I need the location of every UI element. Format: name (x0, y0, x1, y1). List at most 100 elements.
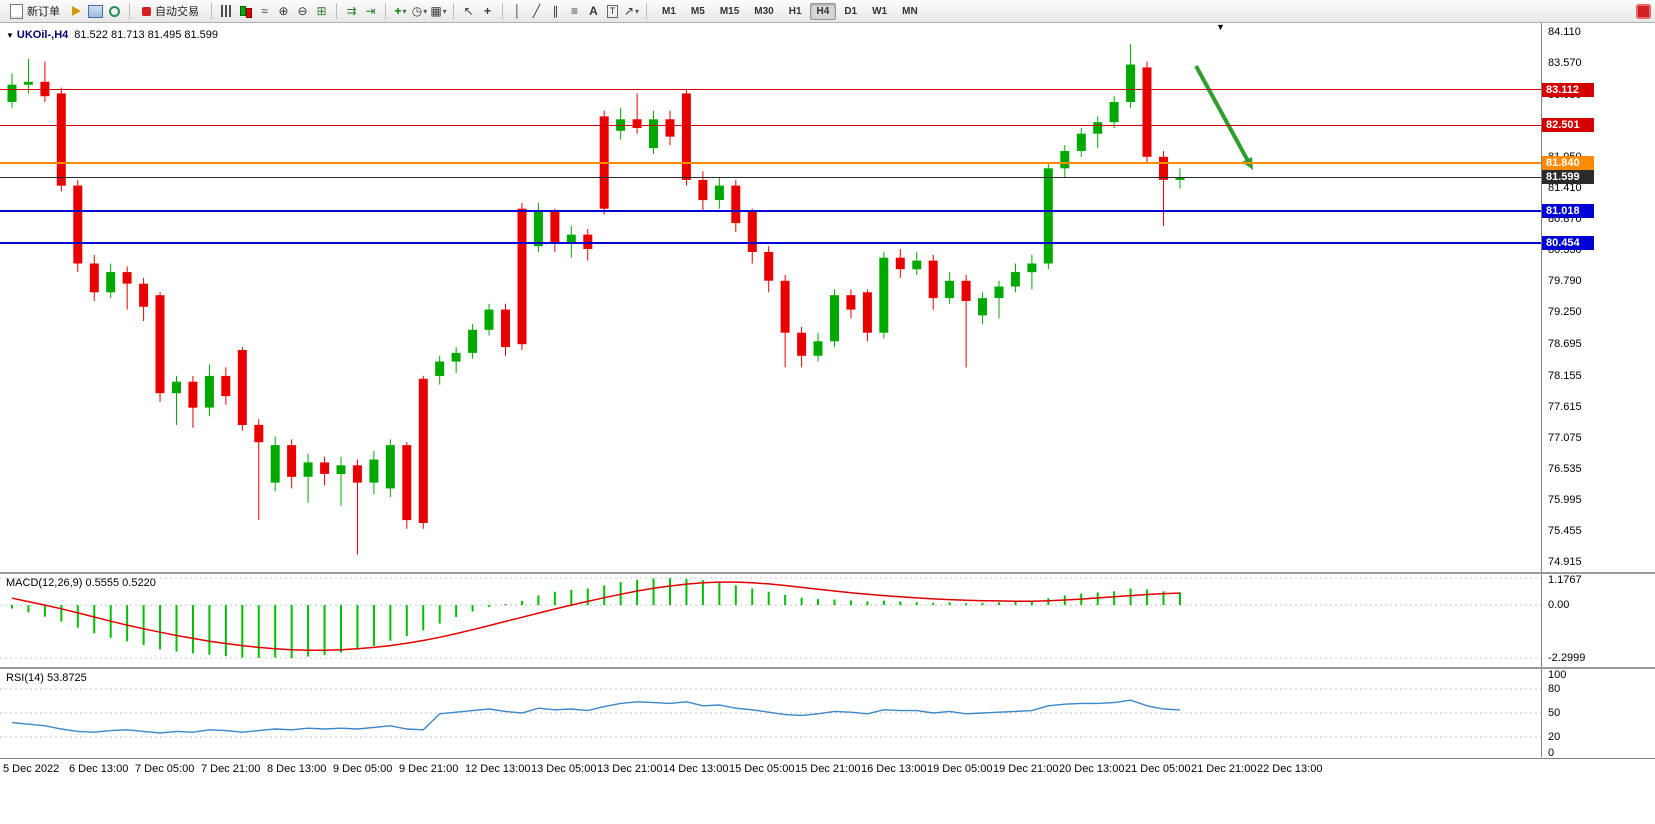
price-axis-label: 83.570 (1548, 57, 1582, 70)
new-order-button[interactable]: 新订单 (4, 2, 66, 21)
symbol-label: UKOil-,H4 (16, 29, 69, 41)
toolbar-separator (336, 3, 337, 19)
timeframe-m15[interactable]: M15 (719, 5, 740, 17)
price-axis-label: 75.995 (1548, 494, 1582, 507)
price-chart-svg (7, 44, 1253, 555)
timeframe-m30[interactable]: M30 (754, 5, 774, 17)
time-label: 9 Dec 21:00 (399, 763, 459, 775)
rsi-panel[interactable]: RSI(14) 53.8725 (0, 669, 1541, 757)
time-label: 19 Dec 05:00 (927, 763, 993, 775)
auto-trading-button[interactable]: 自动交易 (136, 2, 205, 21)
line-chart-icon[interactable]: ≈ (261, 4, 268, 18)
alert-icon[interactable] (1636, 3, 1651, 19)
price-axis-label: 84.110 (1548, 26, 1581, 39)
chart-shift-marker-icon[interactable]: ▼ (1216, 23, 1225, 32)
quote-ohlc: 81.522 81.713 81.495 81.599 (74, 29, 219, 41)
macd-axis-label: 1.1767 (1548, 574, 1582, 586)
price-axis-label: 77.615 (1548, 400, 1582, 413)
timeframe-m1[interactable]: M1 (662, 5, 676, 17)
rsi-axis-label: 0 (1548, 747, 1555, 757)
new-order-icon (10, 3, 23, 19)
price-badge: 83.112 (1542, 82, 1594, 97)
tile-windows-icon[interactable]: ⊞ (316, 4, 327, 18)
price-badge: 81.599 (1542, 170, 1594, 185)
level-line (0, 242, 1541, 245)
panel-splitter[interactable] (0, 667, 1655, 669)
price-badge: 80.454 (1542, 236, 1594, 251)
cursor-icon[interactable]: ↖ (463, 4, 474, 18)
macd-panel[interactable]: MACD(12,26,9) 0.5555 0.5220 (0, 574, 1541, 667)
trendline-icon[interactable]: ╱ (532, 4, 541, 18)
panel-splitter[interactable] (0, 572, 1655, 574)
sound-icon[interactable] (68, 3, 85, 20)
timeframe-mn[interactable]: MN (902, 5, 918, 17)
zoom-in-icon[interactable]: ⊕ (278, 4, 289, 18)
toolbar-separator (646, 3, 647, 19)
new-order-label: 新订单 (27, 6, 60, 18)
timeframe-m5[interactable]: M5 (690, 5, 705, 17)
crosshair-icon[interactable]: + (483, 4, 491, 18)
auto-scroll-icon[interactable]: ⇉ (346, 4, 357, 18)
chart-window-icon[interactable] (87, 3, 104, 20)
price-axis-label: 79.790 (1548, 275, 1582, 288)
timeframe-d1[interactable]: D1 (844, 5, 858, 17)
price-axis-label: 78.695 (1548, 338, 1582, 351)
time-label: 13 Dec 05:00 (531, 763, 597, 775)
vertical-line-icon[interactable]: │ (513, 4, 522, 18)
time-label: 20 Dec 13:00 (1059, 763, 1125, 775)
fibonacci-icon[interactable]: ≡ (570, 4, 578, 18)
price-axis-label: 75.455 (1548, 525, 1582, 538)
rsi-axis-label: 50 (1548, 707, 1561, 719)
macd-axis-label: 0.00 (1548, 599, 1570, 612)
toolbar-separator (211, 3, 212, 19)
add-indicator-icon[interactable]: + ▾ (394, 4, 407, 18)
bar-chart-icon[interactable] (218, 3, 235, 20)
price-chart-panel[interactable]: ▼ UKOil-,H4 81.522 81.713 81.495 81.599 ▼ (0, 23, 1541, 572)
timeframe-h4[interactable]: H4 (809, 2, 837, 20)
community-icon[interactable] (106, 3, 123, 20)
collapse-triangle-icon[interactable]: ▼ (6, 31, 14, 40)
rsi-axis-label: 20 (1548, 731, 1561, 743)
candlestick-chart-icon[interactable] (237, 3, 254, 20)
level-line (0, 162, 1541, 165)
price-badge: 81.840 (1542, 156, 1594, 171)
rsi-scale: 100 80 50 20 0 (1541, 669, 1655, 757)
text-label-icon[interactable]: T (604, 3, 621, 20)
time-label: 9 Dec 05:00 (333, 763, 393, 775)
time-label: 19 Dec 21:00 (993, 763, 1059, 775)
channel-icon[interactable]: ∥ (552, 4, 559, 18)
time-axis[interactable]: 5 Dec 2022 6 Dec 13:00 7 Dec 05:00 7 Dec 21… (0, 758, 1655, 781)
toolbar-separator (129, 3, 130, 19)
level-line (0, 124, 1541, 126)
text-icon[interactable]: A (589, 4, 598, 18)
macd-axis-label: -2.2999 (1548, 652, 1586, 664)
timeframe-h1[interactable]: H1 (788, 5, 802, 17)
templates-icon[interactable]: ▦ ▾ (430, 4, 447, 18)
price-badge: 81.018 (1542, 203, 1594, 218)
rsi-axis-label: 100 (1548, 669, 1567, 681)
chart-shift-icon[interactable]: ⇥ (365, 4, 376, 18)
time-label: 14 Dec 13:00 (663, 763, 729, 775)
zoom-out-icon[interactable]: ⊖ (297, 4, 308, 18)
time-label: 22 Dec 13:00 (1257, 763, 1323, 775)
rsi-axis-label: 80 (1548, 683, 1561, 695)
time-label: 15 Dec 05:00 (729, 763, 795, 775)
timeframe-w1[interactable]: W1 (872, 5, 888, 17)
auto-trading-icon (142, 6, 151, 16)
price-axis-label: 78.155 (1548, 369, 1582, 382)
price-axis-label: 76.535 (1548, 463, 1582, 476)
toolbar: 新订单 自动交易 ≈ ⊕ ⊖ ⊞ ⇉ ⇥ + ▾ ◷ ▾ ▦ ▾ ↖ + │ ╱ ∥ … (0, 0, 1655, 23)
toolbar-separator (453, 3, 454, 19)
arrows-icon[interactable]: ↗ ▾ (623, 4, 640, 18)
time-label: 5 Dec 2022 (3, 763, 60, 775)
time-label: 13 Dec 21:00 (597, 763, 663, 775)
time-label: 15 Dec 21:00 (795, 763, 861, 775)
rsi-label: RSI(14) 53.8725 (6, 672, 87, 684)
price-axis-label: 79.250 (1548, 306, 1582, 319)
price-axis-label: 81.410 (1548, 181, 1582, 194)
time-label: 7 Dec 05:00 (135, 763, 195, 775)
price-axis-label: 74.915 (1548, 556, 1582, 569)
periods-icon[interactable]: ◷ ▾ (411, 4, 428, 18)
price-scale[interactable]: 84.11083.57083.03082.49081.95081.41080.8… (1541, 23, 1655, 572)
